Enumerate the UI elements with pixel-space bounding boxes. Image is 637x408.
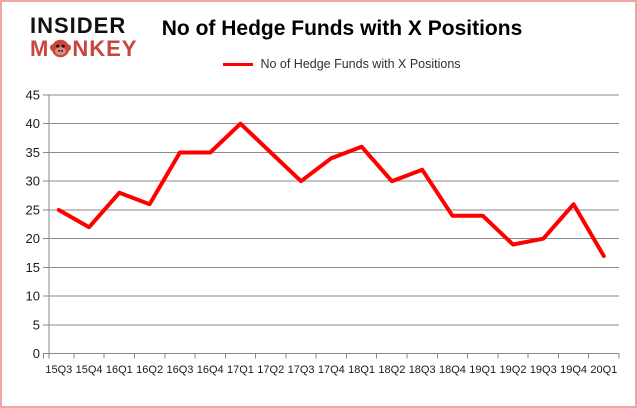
x-axis-tick-label: 16Q2 bbox=[136, 364, 163, 376]
axes bbox=[43, 94, 620, 359]
y-axis-tick-label: 25 bbox=[26, 202, 40, 217]
legend-line-icon bbox=[223, 62, 254, 66]
y-axis-tick-label: 15 bbox=[26, 260, 40, 275]
x-axis-tick-label: 17Q3 bbox=[288, 364, 315, 376]
chart-legend: No of Hedge Funds with X Positions bbox=[152, 57, 532, 71]
x-axis-tick-label: 15Q3 bbox=[45, 364, 72, 376]
x-axis-tick-label: 18Q3 bbox=[409, 364, 436, 376]
x-axis-tick-label: 19Q2 bbox=[500, 364, 527, 376]
legend-label: No of Hedge Funds with X Positions bbox=[260, 57, 461, 71]
y-axis-tick-label: 0 bbox=[33, 346, 40, 361]
series-line-hedge-funds bbox=[56, 121, 606, 258]
y-axis-tick-label: 20 bbox=[26, 231, 40, 246]
x-axis-tick-label: 20Q1 bbox=[590, 364, 617, 376]
y-axis-tick-label: 40 bbox=[26, 116, 40, 131]
x-axis-tick-label: 16Q3 bbox=[166, 364, 193, 376]
x-axis-labels: 15Q3 15Q4 16Q1 16Q2 16Q3 16Q4 17Q1 17Q2 17Q3 17Q4… bbox=[45, 364, 617, 376]
logo-text-monkey: M NKEY bbox=[30, 37, 137, 60]
series-lines bbox=[56, 121, 606, 258]
x-axis-tick-label: 17Q2 bbox=[257, 364, 284, 376]
y-axis-tick-label: 10 bbox=[26, 289, 40, 304]
insider-monkey-logo: INSIDER M NKEY bbox=[30, 14, 137, 60]
logo-text-insider: INSIDER bbox=[30, 13, 127, 38]
monkey-face-icon bbox=[50, 38, 72, 59]
x-axis-tick-label: 18Q1 bbox=[348, 364, 375, 376]
gridlines bbox=[49, 94, 619, 355]
x-axis-tick-label: 16Q4 bbox=[197, 364, 224, 376]
y-axis-labels: 0 5 10 15 20 25 30 35 40 45 bbox=[26, 88, 40, 362]
y-axis-tick-label: 5 bbox=[33, 317, 40, 332]
logo-monkey-m: M bbox=[30, 36, 50, 61]
x-axis-tick-label: 16Q1 bbox=[106, 364, 133, 376]
x-axis-tick-label: 19Q4 bbox=[560, 364, 587, 376]
x-axis-tick-label: 18Q2 bbox=[378, 364, 405, 376]
x-axis-tick-label: 17Q4 bbox=[318, 364, 345, 376]
x-axis-tick-label: 19Q3 bbox=[530, 364, 557, 376]
y-axis-tick-label: 30 bbox=[26, 174, 40, 189]
y-axis-tick-label: 45 bbox=[26, 88, 40, 103]
chart-title: No of Hedge Funds with X Positions bbox=[161, 17, 523, 40]
x-axis-tick-label: 18Q4 bbox=[439, 364, 466, 376]
y-axis-tick-label: 35 bbox=[26, 145, 40, 160]
x-axis-tick-label: 17Q1 bbox=[227, 364, 254, 376]
logo-monkey-nkey: NKEY bbox=[72, 36, 138, 61]
x-axis-tick-label: 19Q1 bbox=[469, 364, 496, 376]
x-axis-tick-label: 15Q4 bbox=[76, 364, 103, 376]
